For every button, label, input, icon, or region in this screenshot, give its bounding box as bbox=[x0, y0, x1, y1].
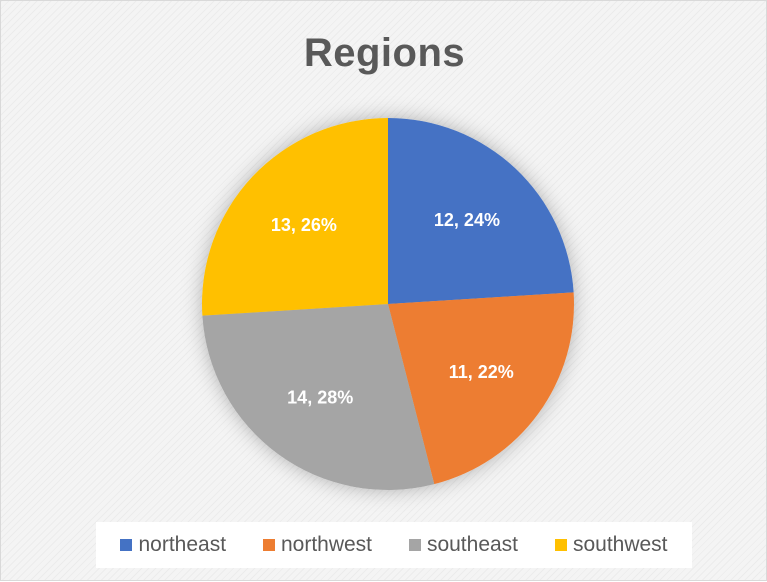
legend-label-northeast: northeast bbox=[138, 533, 227, 556]
data-label-southwest: 13, 26% bbox=[271, 215, 337, 235]
legend-item-southwest[interactable]: southwest bbox=[554, 533, 668, 557]
pie-slice-southwest[interactable] bbox=[202, 118, 388, 316]
legend: northeast northwest southeast southwest bbox=[96, 522, 692, 568]
legend-item-northeast[interactable]: northeast bbox=[120, 533, 226, 557]
data-label-northeast: 12, 24% bbox=[434, 210, 500, 230]
data-label-southeast: 14, 28% bbox=[287, 387, 353, 407]
legend-swatch-southwest bbox=[554, 539, 567, 551]
legend-item-southeast[interactable]: southeast bbox=[408, 533, 519, 557]
legend-swatch-southeast bbox=[408, 539, 421, 551]
legend-label-southeast: southeast bbox=[426, 533, 519, 556]
chart-title: Regions bbox=[303, 31, 466, 75]
legend-label-northwest: northwest bbox=[280, 533, 373, 556]
pie-slice-northwest[interactable] bbox=[388, 292, 574, 485]
legend-item-northwest[interactable]: northwest bbox=[262, 533, 373, 557]
legend-swatch-northwest bbox=[262, 539, 275, 551]
legend-label-southwest: southwest bbox=[572, 533, 668, 556]
data-label-northwest: 11, 22% bbox=[449, 362, 514, 382]
pie-slice-southeast[interactable] bbox=[202, 304, 435, 490]
pie-slice-northeast[interactable] bbox=[388, 118, 574, 304]
legend-swatch-northeast bbox=[120, 539, 133, 551]
